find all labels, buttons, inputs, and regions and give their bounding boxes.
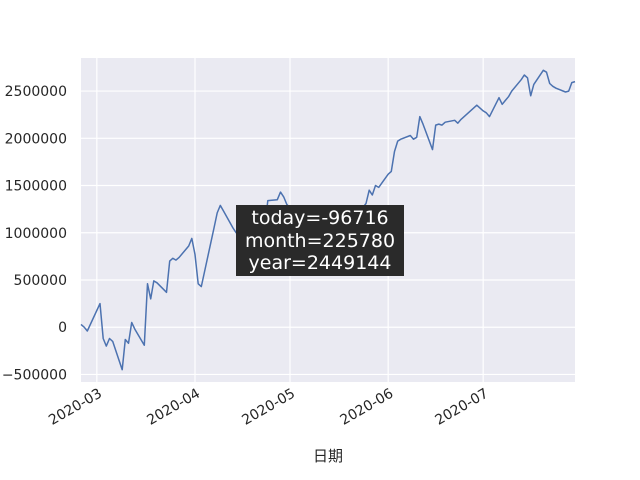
x-tick-label: 2020-07 (433, 386, 492, 429)
y-tick-label: 2500000 (5, 84, 67, 100)
annotation-month: month=225780 (245, 230, 395, 252)
y-tick-label: 500000 (14, 273, 67, 289)
x-axis: 2020-03 2020-04 2020-05 2020-06 2020-07 (46, 386, 491, 429)
y-tick-label: 0 (58, 320, 67, 336)
x-axis-label: 日期 (313, 447, 343, 465)
annotation-year: year=2449144 (249, 252, 392, 274)
annotation-background (236, 205, 404, 276)
y-tick-label: 2000000 (5, 131, 67, 147)
annotation-box: today=-96716 month=225780 year=2449144 (236, 205, 404, 276)
x-tick-label: 2020-04 (144, 386, 203, 429)
y-tick-label: −500000 (2, 367, 67, 383)
x-tick-label: 2020-05 (239, 386, 298, 429)
y-axis: −500000 0 500000 1000000 1500000 2000000 25000… (2, 84, 67, 383)
x-tick-label: 2020-06 (338, 386, 397, 429)
annotation-today: today=-96716 (251, 207, 388, 229)
y-tick-label: 1000000 (5, 226, 67, 242)
y-tick-label: 1500000 (5, 179, 67, 195)
x-tick-label: 2020-03 (46, 386, 105, 429)
